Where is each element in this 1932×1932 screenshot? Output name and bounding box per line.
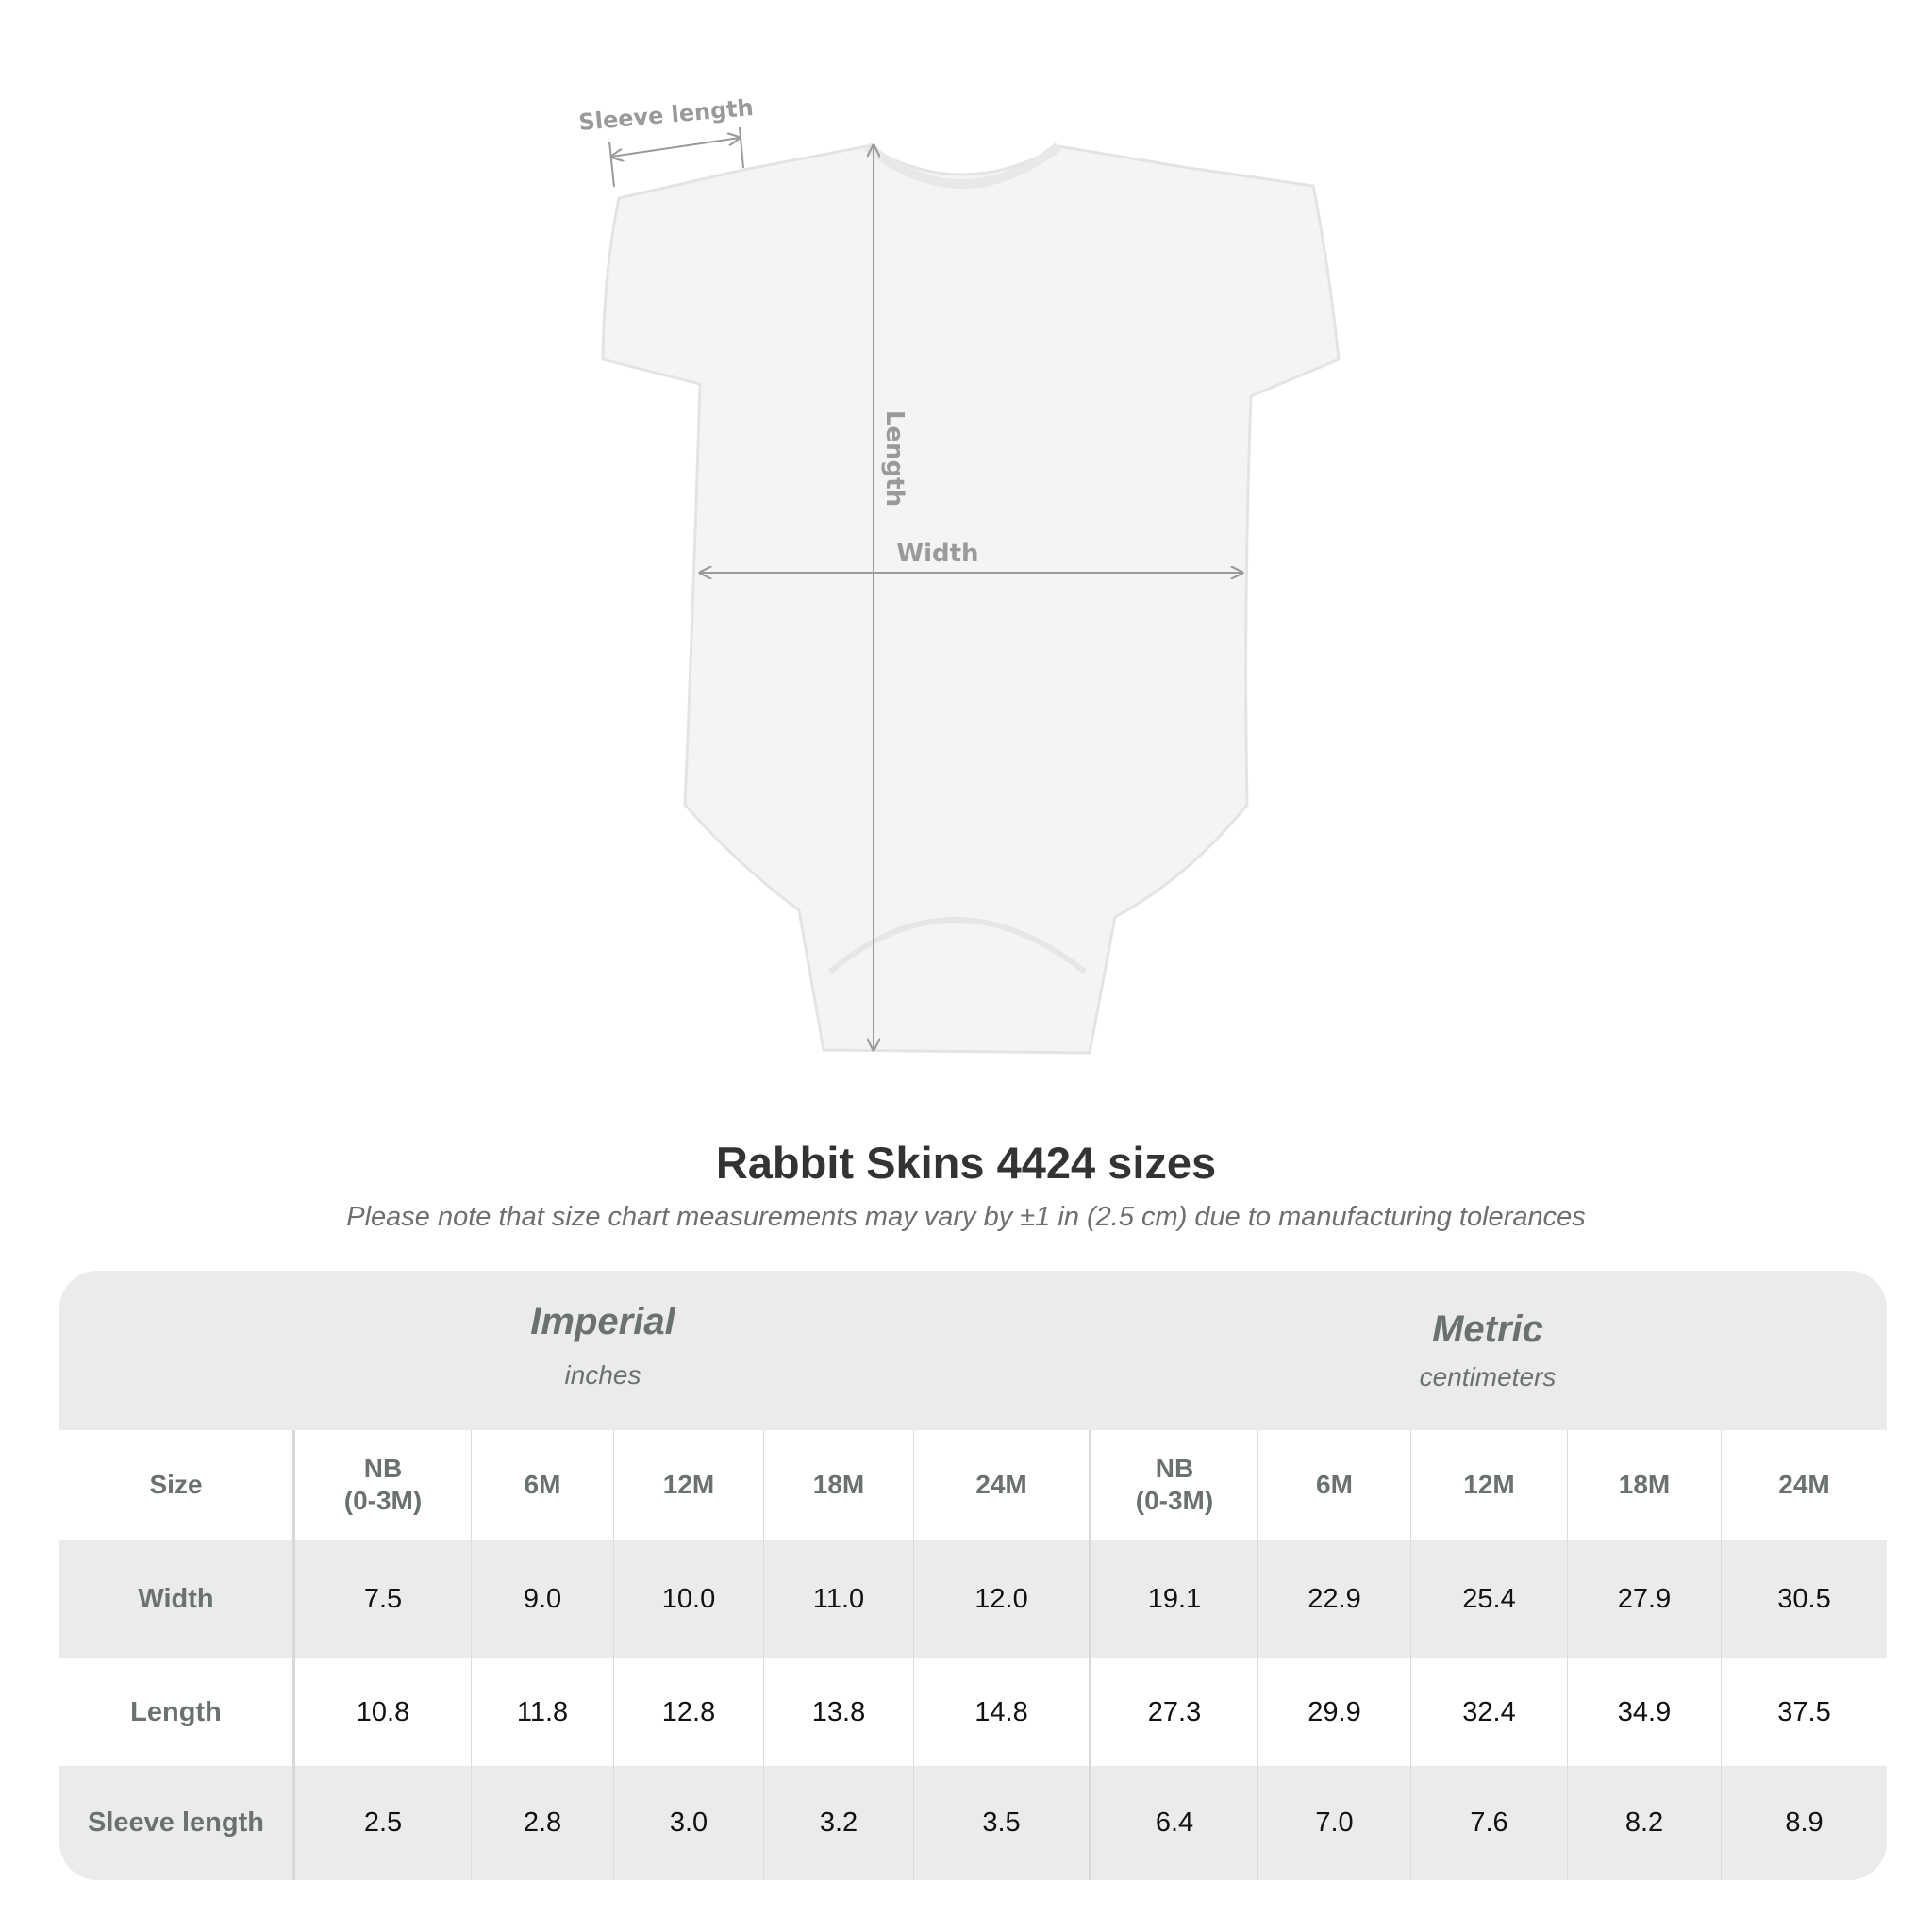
value-cell: 37.5 (1721, 1658, 1887, 1766)
header-row: Size NB (0-3M) 6M 12M 18M 24M NB (0-3M) 6M 12M 18… (59, 1430, 1887, 1540)
value-cell: 7.0 (1257, 1766, 1410, 1880)
row-label: Width (138, 1583, 214, 1614)
value-cell: 6.4 (1089, 1766, 1257, 1880)
value-cell: 3.5 (913, 1766, 1089, 1880)
value-cell: 12.8 (613, 1658, 763, 1766)
row-label: Sleeve length (88, 1807, 264, 1838)
collar (863, 142, 1062, 189)
value-cell: 34.9 (1567, 1658, 1721, 1766)
value-cell: 13.8 (763, 1658, 913, 1766)
table-row: Width 7.5 9.0 10.0 11.0 12.0 19.1 22.9 25.4 27.9 3… (59, 1540, 1887, 1658)
value-cell: 8.9 (1721, 1766, 1887, 1880)
value-cell: 10.8 (292, 1658, 471, 1766)
value-cell: 25.4 (1410, 1540, 1567, 1658)
value-cell: 8.2 (1567, 1766, 1721, 1880)
value-cell: 9.0 (471, 1540, 613, 1658)
row-label: Length (130, 1696, 222, 1727)
value-cell: 2.8 (471, 1766, 613, 1880)
sleeve-tick-right (739, 126, 744, 169)
size-header-cell: 12M (1410, 1430, 1567, 1540)
value-cell: 3.2 (763, 1766, 913, 1880)
value-cell: 11.0 (763, 1540, 913, 1658)
size-header-cell: 18M (763, 1430, 913, 1540)
value-cell: 27.3 (1089, 1658, 1257, 1766)
value-cell: 7.5 (292, 1540, 471, 1658)
onesie-shape (601, 144, 1341, 1055)
page-title: Rabbit Skins 4424 sizes (715, 1138, 1217, 1188)
onesie-diagram: Sleeve length Length Width (577, 94, 1341, 1055)
size-header-cell: 12M (613, 1430, 763, 1540)
value-cell: 3.0 (613, 1766, 763, 1880)
value-cell: 10.0 (613, 1540, 763, 1658)
size-header-cell: 6M (1257, 1430, 1410, 1540)
snap-flap (828, 917, 1087, 974)
value-cell: 27.9 (1567, 1540, 1721, 1658)
size-header-cell: 18M (1567, 1430, 1721, 1540)
value-cell: 19.1 (1089, 1540, 1257, 1658)
table-row: Length 10.8 11.8 12.8 13.8 14.8 27.3 29.9 32.4 34… (59, 1658, 1887, 1766)
sleeve-length-label: Sleeve length (577, 94, 754, 136)
value-cell: 7.6 (1410, 1766, 1567, 1880)
size-header-cell: NB (0-3M) (1089, 1430, 1257, 1540)
value-cell: 11.8 (471, 1658, 613, 1766)
sleeve-arrow (611, 138, 740, 157)
value-cell: 30.5 (1721, 1540, 1887, 1658)
value-cell: 29.9 (1257, 1658, 1410, 1766)
imperial-header: Imperial inches (530, 1301, 675, 1390)
metric-header: Metric centimeters (1419, 1308, 1557, 1391)
size-header-cell: NB (0-3M) (292, 1430, 471, 1540)
tolerance-note: Please note that size chart measurements… (346, 1202, 1586, 1232)
sleeve-tick-left (608, 141, 615, 188)
value-cell: 22.9 (1257, 1540, 1410, 1658)
value-cell: 14.8 (913, 1658, 1089, 1766)
size-header-cell: 24M (1721, 1430, 1887, 1540)
length-label: Length (880, 410, 908, 507)
size-header-cell: 6M (471, 1430, 613, 1540)
value-cell: 32.4 (1410, 1658, 1567, 1766)
value-cell: 12.0 (913, 1540, 1089, 1658)
system-header-band (59, 1271, 1887, 1430)
table-row: Sleeve length 2.5 2.8 3.0 3.2 3.5 6.4 7.0 7.6 8.2… (59, 1766, 1887, 1880)
size-header-cell: 24M (913, 1430, 1089, 1540)
value-cell: 2.5 (292, 1766, 471, 1880)
width-label: Width (896, 540, 978, 568)
size-table: Imperial inches Metric centimeters Size N… (59, 1271, 1887, 1880)
row-label: Size (149, 1470, 203, 1499)
